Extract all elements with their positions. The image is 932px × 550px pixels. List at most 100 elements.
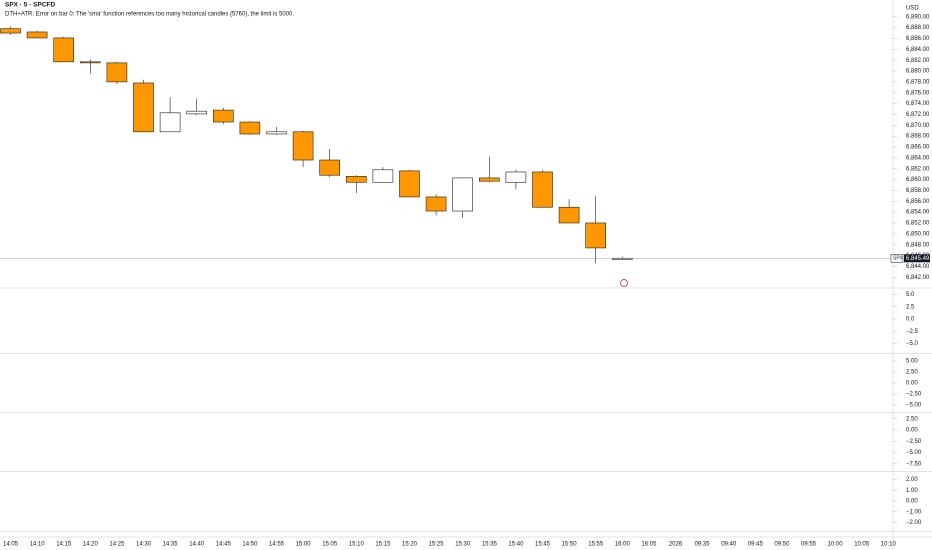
y-tick-label: 6,884.00 [906,47,930,53]
candle-body [478,177,500,182]
y-tick-label: 6,856.00 [906,199,930,205]
y-tick-label: 5.00 [906,359,918,365]
x-tick-label: 09:55 [801,542,817,548]
candle-body [585,222,607,249]
y-tick-label: 6,882.00 [906,58,930,64]
x-tick-label: 15:30 [455,542,471,548]
x-tick-label: 10:05 [854,542,870,548]
candle-body [452,177,474,212]
y-tick-label: 0.0 [906,317,915,323]
candle-body [159,112,181,133]
y-tick-label: 6,848.00 [906,242,930,248]
y-tick-label: −1.00 [906,509,922,515]
y-tick-label: 6,860.00 [906,177,930,183]
price-label: 6,845.49 [906,256,930,262]
y-tick-label: 6,864.00 [906,155,930,161]
candle-body [213,109,234,123]
price-symbol: SPX [893,256,904,262]
price-label-bg [890,254,904,263]
indicator-error: DTH+ATR: Error on bar 0: The 'sma' funct… [5,12,294,18]
y-tick-label: −2.5 [906,329,919,335]
candle-body [532,171,553,208]
y-tick-label: 6,886.00 [906,36,930,42]
x-tick-label: 15:15 [375,542,391,548]
candle-body [26,31,48,39]
y-tick-label: 0.00 [906,381,918,387]
y-tick-label: 6,862.00 [906,166,930,172]
candle-body [319,159,341,176]
y-tick-label: −5.00 [906,403,922,409]
x-tick-label: 15:10 [349,542,365,548]
candle-body [558,206,580,224]
x-tick-label: 14:45 [216,542,232,548]
x-tick-label: 14:30 [136,542,152,548]
x-tick-label: 09:45 [748,542,764,548]
y-tick-label: −7.50 [906,461,922,467]
y-tick-label: 0.00 [906,499,918,505]
chart-title: SPX · 5 · SPCFD [5,2,56,9]
candle-body [133,82,154,133]
y-tick-label: 2.5 [906,304,915,310]
y-tick-label: 6,872.00 [906,112,930,118]
y-tick-label: 6,880.00 [906,69,930,75]
x-tick-label: 15:45 [535,542,551,548]
y-tick-label: 6,844.00 [906,264,930,270]
x-tick-label: 15:20 [402,542,418,548]
y-tick-label: 6,876.00 [906,90,930,96]
x-tick-label: 14:40 [189,542,205,548]
candle-body [0,28,21,34]
y-tick-label: 6,874.00 [906,101,930,107]
event-marker[interactable] [620,279,628,287]
y-tick-label: 6,890.00 [906,14,930,20]
x-tick-label: 14:05 [3,542,19,548]
y-tick-label: 6,888.00 [906,25,930,31]
candle-body [186,110,207,115]
candle-body [345,176,367,183]
x-tick-label: 15:50 [562,542,578,548]
x-tick-label: 10:10 [881,542,897,548]
x-tick-label: 15:00 [296,542,312,548]
y-tick-label: 6,858.00 [906,188,930,194]
candle-body [53,37,75,63]
y-tick-label: −2.50 [906,439,922,445]
x-tick-label: 16:00 [615,542,631,548]
x-tick-label: 2026 [669,542,683,548]
x-tick-label: 10:00 [828,542,844,548]
y-tick-label: −2.00 [906,520,922,526]
y-tick-label: 6,866.00 [906,145,930,151]
y-tick-label: −2.50 [906,392,922,398]
candle-body [425,196,447,212]
x-tick-label: 14:10 [30,542,46,548]
candle-body [80,61,101,64]
x-tick-label: 14:50 [242,542,258,548]
candle-body [106,62,128,83]
y-tick-label: 6,868.00 [906,134,930,140]
x-tick-label: 09:40 [721,542,737,548]
candle-body [399,170,420,198]
candle-body [372,169,394,183]
price-label-bg [904,254,930,263]
x-tick-label: 15:25 [429,542,445,548]
y-tick-label: 2.50 [906,370,918,376]
y-tick-label: 6,870.00 [906,123,930,129]
y-tick-label: 6,852.00 [906,221,930,227]
x-tick-label: 14:15 [56,542,72,548]
y-tick-label: 0.00 [906,428,918,434]
y-tick-label: −5.00 [906,450,922,456]
y-tick-label: 6,854.00 [906,210,930,216]
candle-body [505,171,527,183]
y-tick-label: 2.50 [906,416,918,422]
x-tick-label: 14:35 [163,542,179,548]
x-tick-label: 09:35 [695,542,711,548]
x-tick-label: 09:50 [774,542,790,548]
x-tick-label: 14:25 [109,542,125,548]
x-tick-label: 14:20 [83,542,99,548]
y-tick-label: 5.0 [906,292,915,298]
x-tick-label: 15:05 [322,542,338,548]
x-tick-label: 15:35 [482,542,498,548]
y-tick-label: 2.00 [906,477,918,483]
x-tick-label: 15:40 [508,542,524,548]
x-tick-label: 14:55 [269,542,285,548]
x-tick-label: 15:55 [588,542,604,548]
